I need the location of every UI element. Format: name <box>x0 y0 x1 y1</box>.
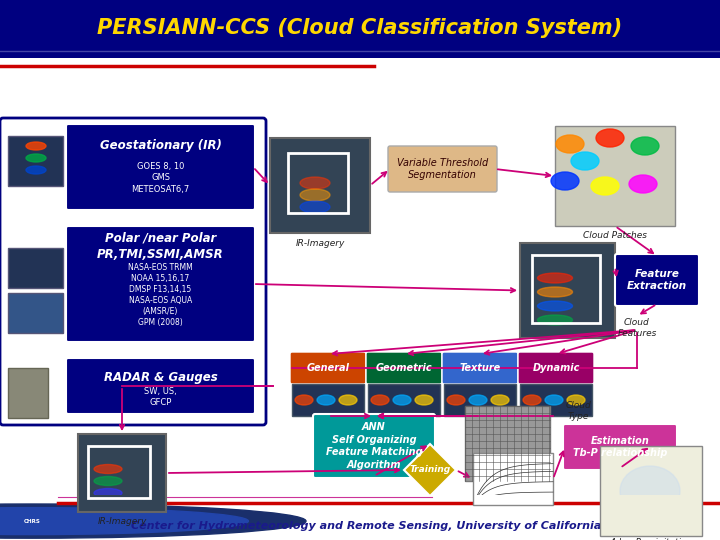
Circle shape <box>0 508 248 535</box>
Ellipse shape <box>393 395 411 405</box>
Text: RADAR & Gauges: RADAR & Gauges <box>104 372 217 384</box>
Text: Texture: Texture <box>459 363 500 373</box>
Ellipse shape <box>447 395 465 405</box>
FancyBboxPatch shape <box>368 384 440 416</box>
Ellipse shape <box>415 395 433 405</box>
FancyBboxPatch shape <box>600 446 702 536</box>
FancyBboxPatch shape <box>78 434 166 512</box>
FancyBboxPatch shape <box>615 254 699 306</box>
FancyBboxPatch shape <box>8 293 63 333</box>
Text: PERSIANN-CCS (Cloud Classification System): PERSIANN-CCS (Cloud Classification Syste… <box>97 18 623 38</box>
FancyBboxPatch shape <box>366 352 442 384</box>
Ellipse shape <box>620 466 680 516</box>
Ellipse shape <box>300 177 330 189</box>
FancyBboxPatch shape <box>290 352 366 384</box>
FancyBboxPatch shape <box>520 243 615 338</box>
FancyBboxPatch shape <box>473 453 553 505</box>
FancyBboxPatch shape <box>8 248 63 288</box>
Ellipse shape <box>556 135 584 153</box>
Ellipse shape <box>94 476 122 485</box>
Text: Geostationary (IR): Geostationary (IR) <box>99 139 222 152</box>
Ellipse shape <box>571 152 599 170</box>
FancyBboxPatch shape <box>8 368 48 418</box>
Text: Estimation
Tb-P relationship: Estimation Tb-P relationship <box>573 436 667 458</box>
Text: Geometric: Geometric <box>376 363 432 373</box>
FancyBboxPatch shape <box>388 146 497 192</box>
Text: Polar /near Polar
PR,TMI,SSMI,AMSR: Polar /near Polar PR,TMI,SSMI,AMSR <box>97 232 224 260</box>
Text: 4 km Precipitation
Estimates: 4 km Precipitation Estimates <box>610 538 692 540</box>
Text: Training: Training <box>410 465 451 475</box>
Text: Cloud Patches: Cloud Patches <box>583 232 647 240</box>
Ellipse shape <box>26 154 46 162</box>
FancyBboxPatch shape <box>8 136 63 186</box>
Ellipse shape <box>538 273 572 283</box>
Ellipse shape <box>538 287 572 297</box>
Text: Cloud
Features: Cloud Features <box>617 318 657 338</box>
Ellipse shape <box>339 395 357 405</box>
FancyBboxPatch shape <box>66 358 255 414</box>
FancyBboxPatch shape <box>520 384 592 416</box>
FancyBboxPatch shape <box>518 352 594 384</box>
Text: CHRS: CHRS <box>24 518 41 524</box>
Text: Center for Hydrometeorology and Remote Sensing, University of California, Irvine: Center for Hydrometeorology and Remote S… <box>132 521 646 531</box>
Ellipse shape <box>300 189 330 201</box>
Ellipse shape <box>551 172 579 190</box>
FancyBboxPatch shape <box>292 384 364 416</box>
Ellipse shape <box>538 315 572 325</box>
Ellipse shape <box>300 201 330 213</box>
FancyBboxPatch shape <box>563 424 677 470</box>
FancyBboxPatch shape <box>444 384 516 416</box>
Ellipse shape <box>596 129 624 147</box>
Text: Cloud
Type: Cloud Type <box>565 401 591 421</box>
Text: NASA-EOS TRMM
NOAA 15,16,17
DMSP F13,14,15
NASA-EOS AQUA
(AMSR/E)
GPM (2008): NASA-EOS TRMM NOAA 15,16,17 DMSP F13,14,… <box>128 263 193 327</box>
Ellipse shape <box>629 175 657 193</box>
Ellipse shape <box>317 395 335 405</box>
Ellipse shape <box>545 395 563 405</box>
Ellipse shape <box>523 395 541 405</box>
Ellipse shape <box>591 177 619 195</box>
Ellipse shape <box>94 489 122 497</box>
Ellipse shape <box>538 301 572 311</box>
Text: Variable Threshold
Segmentation: Variable Threshold Segmentation <box>397 158 488 180</box>
Ellipse shape <box>371 395 389 405</box>
Text: ANN
Self Organizing
Feature Matching
Algorithm: ANN Self Organizing Feature Matching Alg… <box>325 422 423 470</box>
FancyBboxPatch shape <box>465 406 550 481</box>
FancyBboxPatch shape <box>66 124 255 210</box>
Text: General: General <box>307 363 349 373</box>
Ellipse shape <box>469 395 487 405</box>
Ellipse shape <box>295 395 313 405</box>
Ellipse shape <box>26 142 46 150</box>
FancyBboxPatch shape <box>442 352 518 384</box>
Ellipse shape <box>631 137 659 155</box>
FancyBboxPatch shape <box>66 226 255 342</box>
Text: GOES 8, 10
GMS
METEOSAT6,7: GOES 8, 10 GMS METEOSAT6,7 <box>131 163 189 194</box>
FancyBboxPatch shape <box>313 414 435 478</box>
Ellipse shape <box>491 395 509 405</box>
Ellipse shape <box>26 166 46 174</box>
FancyBboxPatch shape <box>270 138 370 233</box>
Circle shape <box>0 504 306 538</box>
Text: Dynamic: Dynamic <box>532 363 580 373</box>
Polygon shape <box>404 444 456 496</box>
Text: SW, US,
GFCP: SW, US, GFCP <box>144 387 177 407</box>
FancyBboxPatch shape <box>555 126 675 226</box>
Text: IR-Imagery: IR-Imagery <box>295 239 345 247</box>
Ellipse shape <box>567 395 585 405</box>
Ellipse shape <box>94 464 122 474</box>
Text: IR-Imagery: IR-Imagery <box>97 517 147 526</box>
Text: Feature
Extraction: Feature Extraction <box>627 269 687 291</box>
